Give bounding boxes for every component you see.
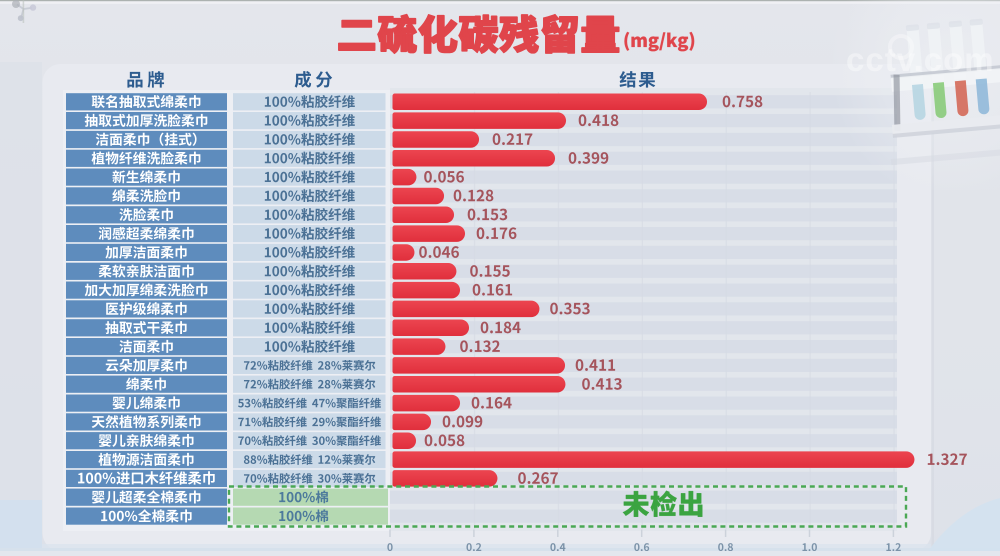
svg-text:cctv.com: cctv.com [846,41,995,78]
